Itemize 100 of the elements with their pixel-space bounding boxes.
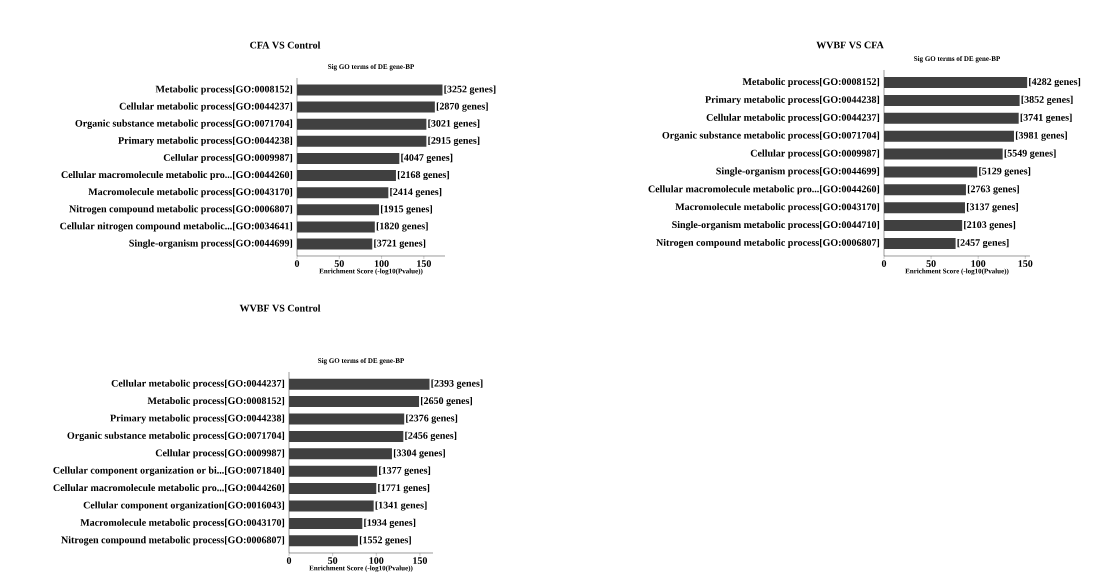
y-tick-label: Cellular process[GO:0009987] (750, 149, 880, 159)
y-tick-label: Primary metabolic process[GO:0044238] (118, 136, 293, 146)
bar (884, 94, 1020, 106)
y-tick-label: Single-organism process[GO:0044699] (716, 167, 880, 177)
annotation: [2393 genes] (431, 379, 483, 389)
bar (884, 148, 1003, 160)
y-tick-label: Nitrogen compound metabolic process[GO:0006807] (656, 238, 880, 249)
bar (884, 77, 1028, 89)
bar (297, 135, 427, 147)
annotation: [1820 genes] (376, 222, 428, 232)
annotation: [1552 genes] (359, 536, 411, 546)
annotation: [3252 genes] (444, 85, 496, 95)
x-tick-label: 100 (369, 557, 384, 564)
bar (297, 101, 435, 113)
bar (884, 112, 1019, 124)
annotation: [2457 genes] (957, 238, 1009, 249)
x-tick-label: 0 (294, 260, 300, 267)
bar (884, 237, 956, 249)
annotation: [4282 genes] (1029, 77, 1081, 88)
annotation: [3981 genes] (1015, 131, 1067, 141)
bar (297, 170, 396, 182)
x-tick-label: 0 (286, 557, 292, 564)
bar (289, 430, 404, 442)
y-tick-label: Single-organism metabolic process[GO:0044710] (672, 221, 880, 231)
y-tick-label: Cellular macromolecule metabolic pro...[GO:0044260] (61, 171, 293, 181)
x-tick-label: 50 (334, 260, 344, 267)
bar (297, 221, 375, 233)
y-tick-label: Macromolecule metabolic process[GO:0043170] (675, 203, 880, 213)
annotation: [2870 genes] (436, 102, 488, 112)
y-tick-label: Cellular metabolic process[GO:0044237] (111, 379, 285, 389)
y-tick-label: Cellular metabolic process[GO:0044237] (706, 113, 880, 123)
annotation: [2414 genes] (390, 188, 442, 198)
bar (884, 166, 978, 178)
annotation: [2376 genes] (406, 414, 458, 424)
x-tick-label: 0 (881, 260, 887, 267)
y-tick-label: Cellular process[GO:0009987] (155, 449, 285, 459)
bar (297, 84, 443, 96)
y-tick-label: Cellular metabolic process[GO:0044237] (119, 102, 293, 112)
bar (297, 152, 400, 164)
annotation: [1771 genes] (378, 484, 430, 494)
bar (289, 448, 392, 460)
x-tick-label: 50 (926, 260, 936, 267)
bar (289, 517, 363, 529)
y-tick-label: Organic substance metabolic process[GO:0071704] (67, 431, 285, 441)
bar (297, 238, 373, 250)
bar (289, 465, 378, 477)
y-tick-label: Cellular process[GO:0009987] (163, 153, 293, 163)
bar (289, 413, 405, 425)
y-tick-label: Cellular macromolecule metabolic pro...[GO:0044260] (53, 484, 285, 494)
annotation: [3021 genes] (428, 119, 480, 129)
bar (884, 184, 966, 196)
bar (884, 202, 965, 214)
annotation: [2650 genes] (420, 396, 472, 407)
annotation: [3304 genes] (393, 449, 445, 459)
y-tick-label: Metabolic process[GO:0008152] (147, 397, 285, 407)
annotation: [5549 genes] (1004, 149, 1056, 159)
y-tick-label: Metabolic process[GO:0008152] (742, 77, 880, 88)
annotation: [1934 genes] (364, 518, 416, 528)
bar (297, 118, 427, 130)
annotation: [2915 genes] (428, 136, 480, 146)
y-tick-label: Primary metabolic process[GO:0044238] (705, 95, 880, 105)
annotation: [3137 genes] (966, 203, 1018, 213)
y-tick-label: Single-organism process[GO:0044699] (129, 239, 293, 249)
y-tick-label: Nitrogen compound metabolic process[GO:0006807] (69, 205, 293, 215)
annotation: [5129 genes] (979, 167, 1031, 177)
bar (297, 204, 380, 216)
y-tick-label: Macromolecule metabolic process[GO:0043170] (80, 518, 285, 528)
annotation: [2168 genes] (397, 170, 449, 181)
y-tick-label: Organic substance metabolic process[GO:0071704] (662, 131, 880, 141)
y-tick-label: Metabolic process[GO:0008152] (155, 85, 293, 95)
y-tick-label: Macromolecule metabolic process[GO:0043170] (88, 188, 293, 198)
bar (289, 483, 377, 495)
annotation: [4047 genes] (401, 153, 453, 164)
annotation: [2103 genes] (964, 221, 1016, 231)
annotation: [1915 genes] (380, 205, 432, 215)
x-tick-label: 100 (374, 260, 389, 267)
annotation: [2763 genes] (967, 185, 1019, 195)
bar (289, 378, 430, 390)
chart-title: WVBF VS CFA (816, 41, 884, 49)
bar (289, 500, 374, 512)
bar (884, 220, 963, 232)
y-tick-label: Cellular nitrogen compound metabolic...[GO:0034641] (60, 222, 293, 232)
annotation: [3852 genes] (1021, 95, 1073, 105)
chart-title: CFA VS Control (250, 41, 321, 49)
bar (289, 535, 358, 547)
annotation: [2456 genes] (405, 431, 457, 441)
x-tick-label: 100 (971, 260, 986, 267)
x-tick-label: 150 (417, 260, 431, 267)
bar (884, 130, 1014, 142)
y-tick-label: Primary metabolic process[GO:0044238] (110, 414, 285, 424)
bar (297, 187, 389, 199)
y-tick-label: Cellular component organization or bi...[GO:0071840] (53, 466, 285, 476)
y-tick-label: Nitrogen compound metabolic process[GO:0006807] (61, 536, 285, 546)
annotation: [3721 genes] (374, 239, 426, 249)
annotation: [1377 genes] (379, 466, 431, 476)
x-tick-label: 50 (328, 557, 338, 564)
annotation: [1341 genes] (375, 501, 427, 511)
y-tick-label: Cellular component organization[GO:0016043] (83, 501, 285, 511)
chart-title: WVBF VS Control (239, 304, 321, 312)
annotation: [3741 genes] (1020, 113, 1072, 123)
